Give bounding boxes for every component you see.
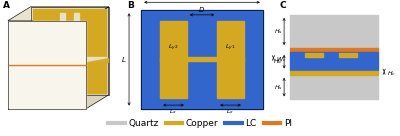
Text: $H_c$: $H_c$ [386, 69, 396, 78]
Polygon shape [290, 15, 378, 48]
Polygon shape [160, 21, 187, 98]
Polygon shape [33, 57, 106, 61]
Polygon shape [33, 9, 106, 92]
Text: $H_{lc}$: $H_{lc}$ [273, 57, 283, 66]
Text: $L_x$: $L_x$ [226, 107, 234, 116]
Polygon shape [305, 53, 323, 57]
Polygon shape [339, 53, 357, 57]
Text: $L_{y1}$: $L_{y1}$ [225, 43, 236, 53]
Text: $D$: $D$ [198, 5, 206, 14]
Text: $W_c$: $W_c$ [276, 55, 287, 64]
Text: B: B [127, 1, 134, 10]
Text: $H_s$: $H_s$ [274, 83, 283, 92]
Text: $L$: $L$ [120, 55, 126, 64]
Text: $L$: $L$ [199, 0, 205, 1]
Polygon shape [86, 7, 109, 109]
Polygon shape [290, 71, 378, 75]
Text: $L_{y2}$: $L_{y2}$ [168, 43, 179, 53]
Polygon shape [141, 10, 263, 109]
Legend: Quartz, Copper, LC, PI: Quartz, Copper, LC, PI [105, 115, 295, 132]
Polygon shape [86, 59, 109, 66]
Polygon shape [290, 48, 378, 52]
Text: $H_s$: $H_s$ [274, 27, 283, 36]
Text: C: C [279, 1, 286, 10]
Polygon shape [60, 13, 65, 89]
Polygon shape [290, 52, 378, 71]
Polygon shape [74, 13, 79, 89]
Polygon shape [160, 57, 244, 61]
Text: $L_x$: $L_x$ [170, 107, 178, 116]
Polygon shape [290, 75, 378, 99]
Polygon shape [8, 21, 86, 109]
Text: A: A [3, 1, 10, 10]
Polygon shape [217, 21, 244, 98]
Polygon shape [8, 7, 109, 21]
Polygon shape [30, 7, 109, 95]
